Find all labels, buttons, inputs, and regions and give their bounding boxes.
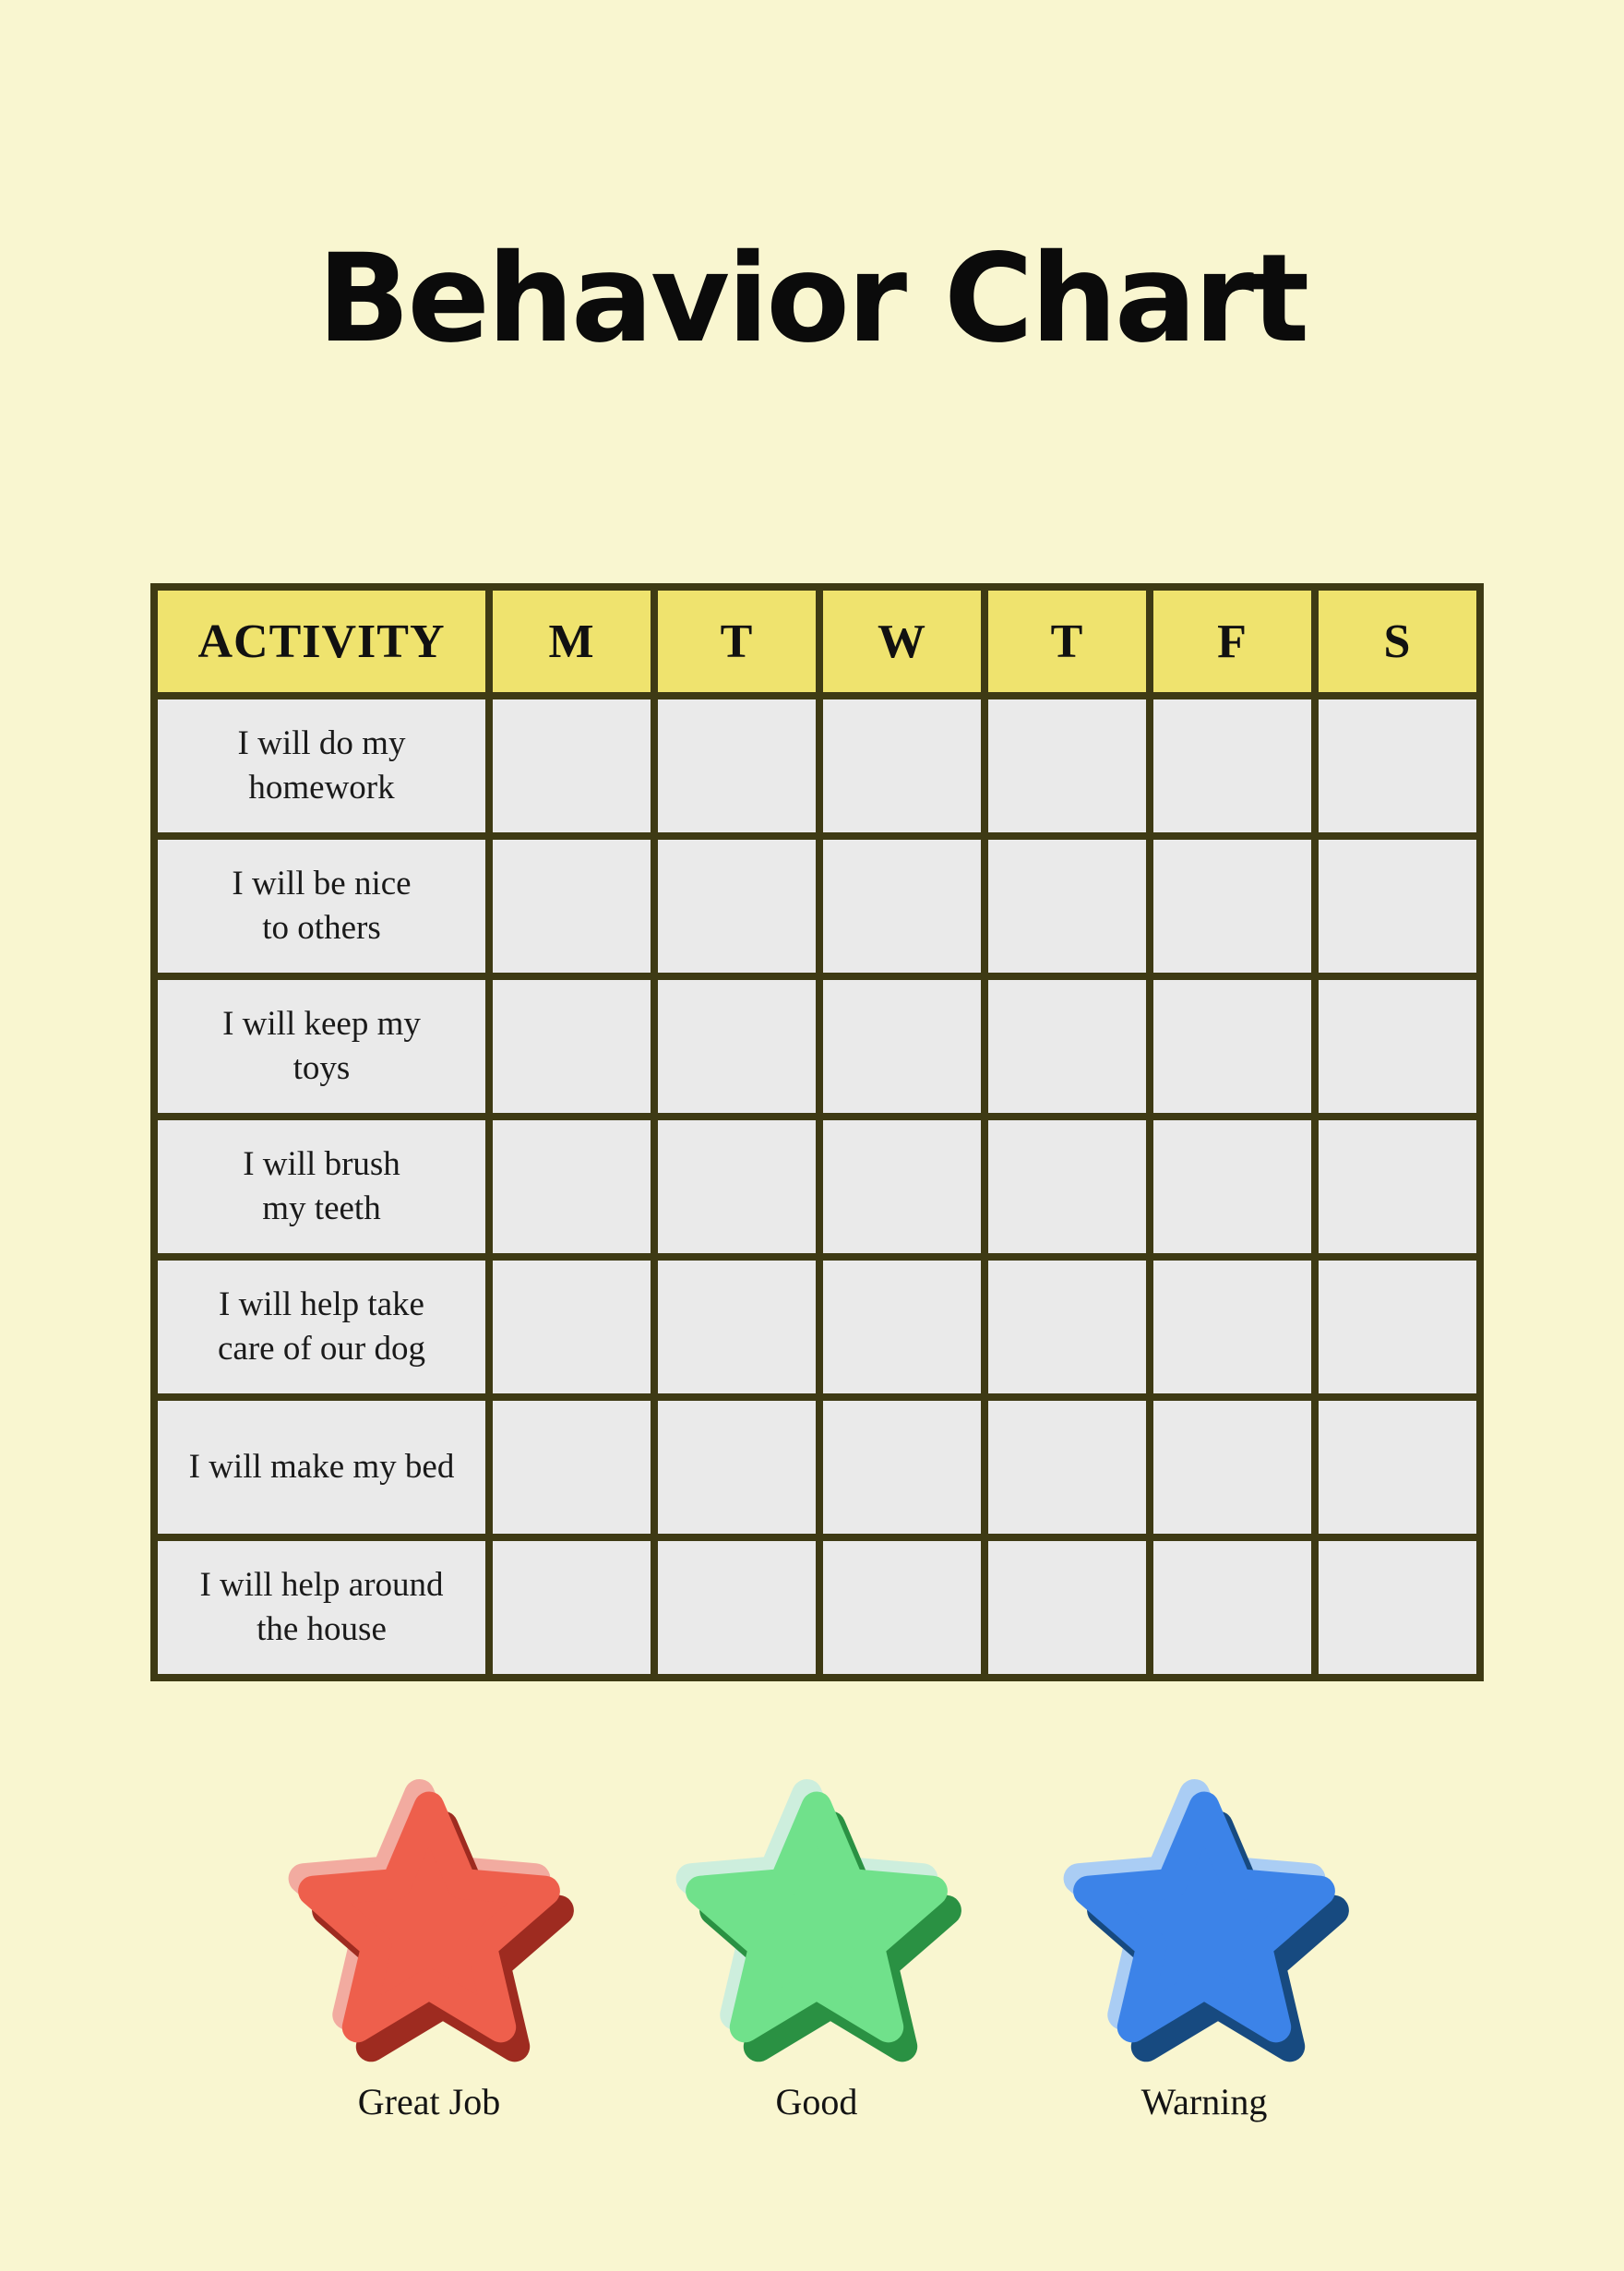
grid-cell[interactable] — [1146, 692, 1319, 840]
grid-cell[interactable] — [1146, 1113, 1319, 1261]
legend-item-great-job: Great Job — [263, 1751, 595, 2123]
table-row: I will keep my toys — [150, 973, 1484, 1120]
grid-cell[interactable] — [816, 692, 988, 840]
grid-cell[interactable] — [816, 973, 988, 1120]
activity-label: I will help take care of our dog — [150, 1253, 493, 1401]
legend-item-warning: Warning — [1038, 1751, 1370, 2123]
grid-cell[interactable] — [981, 1534, 1153, 1681]
grid-cell[interactable] — [651, 973, 823, 1120]
grid-cell[interactable] — [816, 1113, 988, 1261]
star-great-job-icon[interactable] — [263, 1751, 595, 2084]
grid-cell[interactable] — [981, 692, 1153, 840]
header-day-monday: M — [485, 583, 658, 699]
grid-cell[interactable] — [651, 1253, 823, 1401]
grid-cell[interactable] — [1146, 1534, 1319, 1681]
grid-cell[interactable] — [1311, 973, 1484, 1120]
header-row: ACTIVITY M T W T F S — [150, 583, 1484, 699]
grid-cell[interactable] — [485, 1253, 658, 1401]
grid-cell[interactable] — [651, 1534, 823, 1681]
grid-cell[interactable] — [1146, 1393, 1319, 1541]
grid-cell[interactable] — [651, 692, 823, 840]
grid-cell[interactable] — [651, 1393, 823, 1541]
grid-cell[interactable] — [816, 1393, 988, 1541]
grid-cell[interactable] — [485, 1393, 658, 1541]
activity-label: I will brush my teeth — [150, 1113, 493, 1261]
star-good-icon[interactable] — [651, 1751, 983, 2084]
table-row: I will help around the house — [150, 1534, 1484, 1681]
behavior-table: ACTIVITY M T W T F S I will do my homewo… — [150, 583, 1484, 1681]
grid-cell[interactable] — [651, 832, 823, 980]
header-day-thursday: T — [981, 583, 1153, 699]
legend-item-good: Good — [651, 1751, 983, 2123]
legend-label-great-job: Great Job — [357, 2081, 501, 2122]
grid-cell[interactable] — [981, 973, 1153, 1120]
activity-label: I will be nice to others — [150, 832, 493, 980]
grid-cell[interactable] — [816, 1534, 988, 1681]
grid-cell[interactable] — [1311, 692, 1484, 840]
table-row: I will make my bed — [150, 1393, 1484, 1541]
grid-cell[interactable] — [1311, 1393, 1484, 1541]
table-row: I will brush my teeth — [150, 1113, 1484, 1261]
grid-cell[interactable] — [485, 692, 658, 840]
header-day-saturday: S — [1311, 583, 1484, 699]
grid-cell[interactable] — [1311, 832, 1484, 980]
grid-cell[interactable] — [981, 832, 1153, 980]
grid-cell[interactable] — [651, 1113, 823, 1261]
activity-label: I will make my bed — [150, 1393, 493, 1541]
legend: Great Job Good Warning — [263, 1751, 1370, 2123]
grid-cell[interactable] — [981, 1253, 1153, 1401]
grid-cell[interactable] — [1146, 832, 1319, 980]
grid-cell[interactable] — [485, 973, 658, 1120]
grid-cell[interactable] — [1311, 1113, 1484, 1261]
activity-label: I will keep my toys — [150, 973, 493, 1120]
activity-label: I will do my homework — [150, 692, 493, 840]
legend-label-good: Good — [775, 2081, 858, 2122]
table-row: I will do my homework — [150, 692, 1484, 840]
grid-cell[interactable] — [1146, 1253, 1319, 1401]
grid-cell[interactable] — [981, 1113, 1153, 1261]
star-warning-icon[interactable] — [1038, 1751, 1370, 2084]
header-day-friday: F — [1146, 583, 1319, 699]
grid-cell[interactable] — [485, 1534, 658, 1681]
grid-cell[interactable] — [1311, 1534, 1484, 1681]
activity-label: I will help around the house — [150, 1534, 493, 1681]
header-activity: ACTIVITY — [150, 583, 493, 699]
header-day-wednesday: W — [816, 583, 988, 699]
grid-cell[interactable] — [981, 1393, 1153, 1541]
grid-cell[interactable] — [816, 1253, 988, 1401]
grid-cell[interactable] — [816, 832, 988, 980]
grid-cell[interactable] — [1311, 1253, 1484, 1401]
table-row: I will help take care of our dog — [150, 1253, 1484, 1401]
page-title: Behavior Chart — [316, 228, 1309, 370]
grid-cell[interactable] — [1146, 973, 1319, 1120]
table-row: I will be nice to others — [150, 832, 1484, 980]
legend-label-warning: Warning — [1140, 2081, 1268, 2122]
header-day-tuesday: T — [651, 583, 823, 699]
grid-cell[interactable] — [485, 832, 658, 980]
grid-cell[interactable] — [485, 1113, 658, 1261]
